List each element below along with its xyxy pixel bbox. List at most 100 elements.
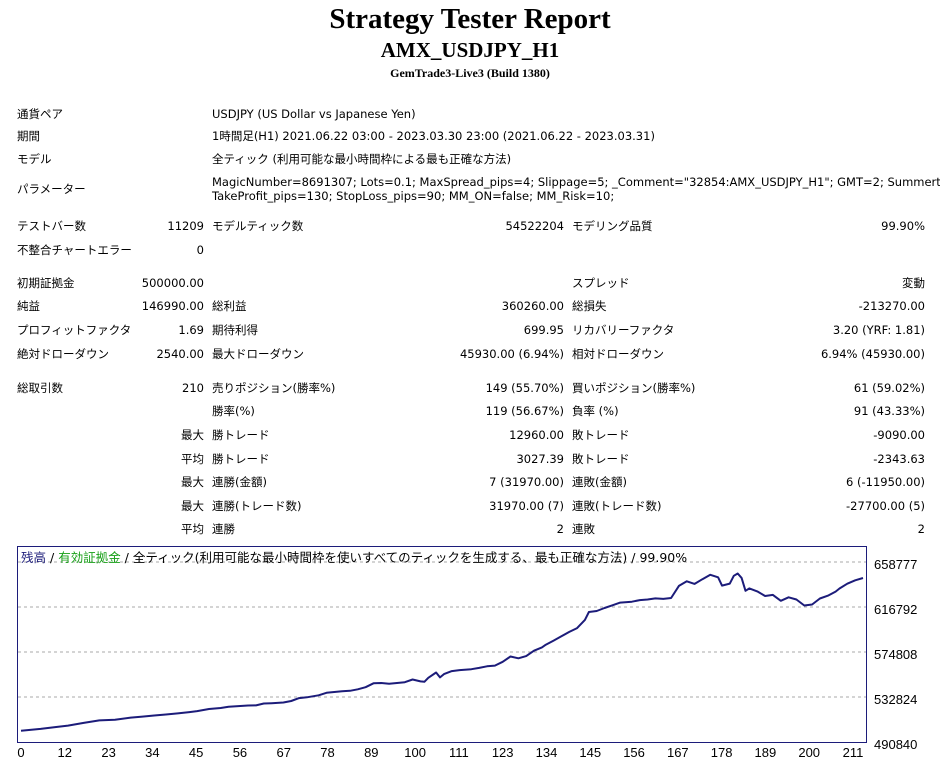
balance-chart-plot (18, 561, 866, 732)
mismatch-value: 0 (196, 243, 204, 257)
profit-factor-value: 1.69 (178, 323, 204, 337)
net-label: 純益 (17, 299, 40, 313)
quality-label: モデリング品質 (572, 219, 653, 233)
x-tick-label: 123 (491, 745, 514, 760)
profit-factor-label: プロフィットファクタ (17, 323, 132, 337)
spread-label: スプレッド (572, 276, 630, 290)
avg-consecutive-wins-value: 2 (556, 522, 564, 536)
report-build: GemTrade3-Live3 (Build 1380) (390, 66, 550, 80)
spread-value: 変動 (902, 276, 925, 290)
balance-series-line (20, 572, 864, 732)
expected-payoff-label: 期待利得 (212, 323, 258, 337)
total-trades-label: 総取引数 (17, 381, 63, 395)
legend-model: 全ティック(利用可能な最小時間枠を使いすべてのティックを生成する、最も正確な方法… (132, 550, 628, 565)
short-positions-label: 売りポジション(勝率%) (212, 381, 336, 395)
max-consecutive-wins-amount-value: 7 (31970.00) (489, 475, 564, 489)
x-tick-label: 34 (145, 745, 160, 760)
max-label: 最大 (181, 428, 204, 442)
x-tick-label: 67 (276, 745, 291, 760)
gross-loss-label: 総損失 (572, 299, 607, 313)
avg-consecutive-losses-label: 連敗 (572, 522, 595, 536)
y-tick-label: 532824 (874, 692, 918, 707)
bars-value: 11209 (167, 219, 204, 233)
rel-drawdown-label: 相対ドローダウン (572, 347, 664, 361)
legend-separator: / (46, 550, 59, 565)
win-rate-value: 119 (56.67%) (485, 404, 564, 418)
loss-rate-label: 負率 (%) (572, 404, 619, 418)
average-loss-value: -2343.63 (873, 452, 925, 466)
x-tick-label: 100 (404, 745, 426, 760)
period-label: 期間 (17, 129, 40, 143)
legend-separator: / (627, 550, 640, 565)
x-tick-label: 45 (188, 745, 204, 760)
x-tick-label: 211 (842, 745, 864, 760)
x-tick-label: 189 (754, 745, 777, 760)
largest-win-label: 勝トレード (212, 428, 270, 442)
max-consecutive-losses-amount-value: 6 (-11950.00) (846, 475, 925, 489)
largest-loss-value: -9090.00 (873, 428, 925, 442)
ticks-value: 54522204 (505, 219, 564, 233)
avg-consecutive-wins-label: 連勝 (212, 522, 235, 536)
max-consecutive-wins-amount-label: 連勝(金額) (212, 475, 267, 489)
rel-drawdown-value: 6.94% (45930.00) (820, 347, 925, 361)
y-tick-label: 574808 (874, 647, 918, 662)
x-tick-label: 200 (798, 745, 821, 760)
x-tick-label: 56 (232, 745, 248, 760)
report-subtitle: AMX_USDJPY_H1 (380, 38, 560, 62)
long-positions-label: 買いポジション(勝率%) (572, 381, 696, 395)
mismatch-label: 不整合チャートエラー (17, 243, 132, 257)
report-title: Strategy Tester Report (329, 3, 611, 35)
symbol-value: USDJPY (US Dollar vs Japanese Yen) (212, 107, 416, 121)
x-tick-label: 111 (449, 745, 469, 760)
long-positions-value: 61 (59.02%) (853, 381, 925, 395)
net-value: 146990.00 (141, 299, 204, 313)
max-consecutive-losses-count-label: 連敗(トレード数) (572, 499, 662, 513)
model-label: モデル (17, 152, 52, 166)
recovery-factor-label: リカバリーファクタ (572, 323, 675, 337)
max-consecutive-losses-count-value: -27700.00 (5) (846, 499, 925, 513)
x-tick-label: 145 (579, 745, 602, 760)
legend-equity: 有効証拠金 (58, 550, 121, 565)
deposit-label: 初期証拠金 (17, 276, 75, 290)
x-tick-label: 23 (101, 745, 116, 760)
params-line-2: TakeProfit_pips=130; StopLoss_pips=90; M… (212, 189, 615, 203)
x-tick-label: 156 (623, 745, 645, 760)
max-consecutive-wins-count-value: 31970.00 (7) (489, 499, 564, 513)
legend-quality: 99.90% (639, 550, 688, 565)
largest-win-value: 12960.00 (509, 428, 564, 442)
x-tick-label: 89 (364, 745, 379, 760)
total-trades-value: 210 (182, 381, 204, 395)
x-tick-label: 134 (535, 745, 558, 760)
x-tick-label: 178 (710, 745, 733, 760)
balance-chart (17, 546, 867, 743)
max-label-2: 最大 (181, 475, 204, 489)
params-label: パラメーター (17, 182, 86, 196)
avg-consecutive-losses-value: 2 (917, 522, 925, 536)
abs-drawdown-value: 2540.00 (156, 347, 204, 361)
model-value: 全ティック (利用可能な最小時間枠による最も正確な方法) (212, 152, 512, 166)
avg-label-2: 平均 (181, 522, 204, 536)
legend-balance: 残高 (21, 550, 47, 565)
period-value: 1時間足(H1) 2021.06.22 03:00 - 2023.03.30 2… (212, 129, 655, 143)
x-tick-label: 0 (17, 745, 25, 760)
max-consecutive-losses-amount-label: 連敗(金額) (572, 475, 627, 489)
chart-legend: 残高 / 有効証拠金 / 全ティック(利用可能な最小時間枠を使いすべてのティック… (21, 550, 687, 566)
short-positions-value: 149 (55.70%) (485, 381, 564, 395)
quality-value: 99.90% (881, 219, 925, 233)
average-loss-label: 敗トレード (572, 452, 630, 466)
bars-label: テストバー数 (17, 219, 86, 233)
deposit-value: 500000.00 (141, 276, 204, 290)
y-tick-label: 658777 (874, 557, 918, 572)
y-tick-label: 616792 (874, 602, 918, 617)
win-rate-label: 勝率(%) (212, 404, 255, 418)
loss-rate-value: 91 (43.33%) (853, 404, 925, 418)
average-win-value: 3027.39 (516, 452, 564, 466)
max-consecutive-wins-count-label: 連勝(トレード数) (212, 499, 302, 513)
avg-label: 平均 (181, 452, 204, 466)
gross-loss-value: -213270.00 (858, 299, 925, 313)
legend-separator: / (120, 550, 133, 565)
abs-drawdown-label: 絶対ドローダウン (17, 347, 109, 361)
x-tick-label: 167 (666, 745, 689, 760)
params-line-1: MagicNumber=8691307; Lots=0.1; MaxSpread… (212, 175, 940, 189)
gross-profit-label: 総利益 (212, 299, 247, 313)
